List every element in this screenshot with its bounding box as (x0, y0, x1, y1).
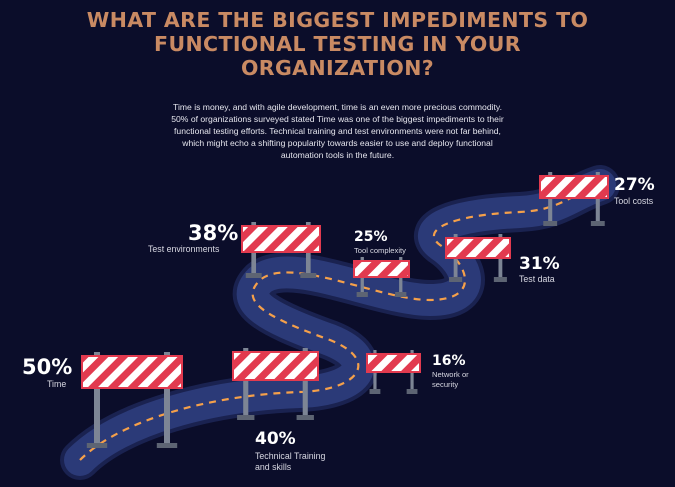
test-environments-barrier-foot-2 (300, 273, 317, 278)
test-data-barrier-foot-1 (449, 277, 463, 282)
tool-costs-barrier-foot-2 (590, 221, 605, 226)
winding-road (60, 165, 620, 480)
tool-complexity-barrier-foot-1 (356, 292, 368, 297)
network-security-label: Network or security (432, 370, 469, 389)
test-data-barrier-foot-2 (493, 277, 507, 282)
test-environments-label: Test environments (148, 244, 220, 254)
test-data-barrier-board (445, 237, 511, 259)
intro-line-2: 50% of organizations surveyed stated Tim… (171, 114, 504, 124)
test-environments-barrier (241, 222, 321, 278)
test-data-percent: 31% (519, 254, 560, 274)
time-percent: 50% (22, 355, 73, 379)
time-barrier-foot-2 (156, 443, 178, 448)
time-barrier-board (81, 355, 183, 389)
title-line-1: WHAT ARE THE BIGGEST IMPEDIMENTS TO (86, 8, 589, 32)
page-title: WHAT ARE THE BIGGEST IMPEDIMENTS TO FUNC… (0, 8, 675, 80)
tool-complexity-barrier (353, 257, 410, 297)
network-security-barrier (366, 350, 421, 394)
technical-training-percent: 40% (255, 429, 296, 449)
technical-training-barrier (232, 348, 319, 420)
tool-complexity-barrier-foot-2 (395, 292, 407, 297)
time-barrier-post-1 (94, 352, 100, 444)
technical-training-label-line-1: Technical Training (255, 451, 326, 461)
network-security-label-line-2: security (432, 379, 459, 389)
tool-costs-barrier (539, 172, 609, 226)
time-barrier-foot-1 (86, 443, 108, 448)
intro-paragraph: Time is money, and with agile developmen… (150, 101, 525, 161)
test-data-barrier (445, 234, 511, 282)
intro-line-4: which might echo a shifting popularity t… (182, 138, 493, 148)
tool-complexity-percent: 25% (354, 229, 388, 245)
technical-training-barrier-foot-2 (296, 415, 314, 420)
tool-complexity-label: Tool complexity (354, 246, 406, 255)
network-security-barrier-foot-2 (406, 389, 418, 394)
technical-training-barrier-post-2 (302, 348, 308, 416)
time-barrier (81, 352, 183, 448)
network-security-barrier-board (366, 353, 421, 373)
network-security-barrier-foot-1 (369, 389, 381, 394)
time-label: Time (47, 379, 67, 389)
intro-line-5: automation tools in the future. (280, 150, 395, 160)
test-data-label: Test data (519, 274, 555, 284)
title-line-2: FUNCTIONAL TESTING IN YOUR (154, 32, 521, 56)
technical-training-barrier-post-1 (243, 348, 249, 416)
time-barrier-post-2 (164, 352, 170, 444)
technical-training-barrier-board (232, 351, 319, 381)
tool-costs-percent: 27% (614, 175, 655, 195)
network-security-percent: 16% (432, 353, 466, 369)
test-environments-barrier-foot-1 (245, 273, 262, 278)
network-security-label-line-1: Network or (432, 370, 469, 379)
technical-training-barrier-foot-1 (237, 415, 255, 420)
tool-costs-barrier-foot-1 (543, 221, 558, 226)
test-environments-percent: 38% (188, 221, 239, 245)
tool-costs-label: Tool costs (614, 196, 654, 206)
test-environments-barrier-board (241, 225, 321, 253)
technical-training-label: Technical Training and skills (255, 451, 325, 473)
intro-line-1: Time is money, and with agile developmen… (173, 102, 502, 112)
intro-line-3: functional testing efforts. Technical tr… (174, 126, 501, 136)
tool-costs-barrier-board (539, 175, 609, 199)
tool-complexity-barrier-board (353, 260, 410, 278)
technical-training-label-line-2: and skills (255, 462, 292, 472)
title-line-3: ORGANIZATION? (240, 56, 435, 80)
